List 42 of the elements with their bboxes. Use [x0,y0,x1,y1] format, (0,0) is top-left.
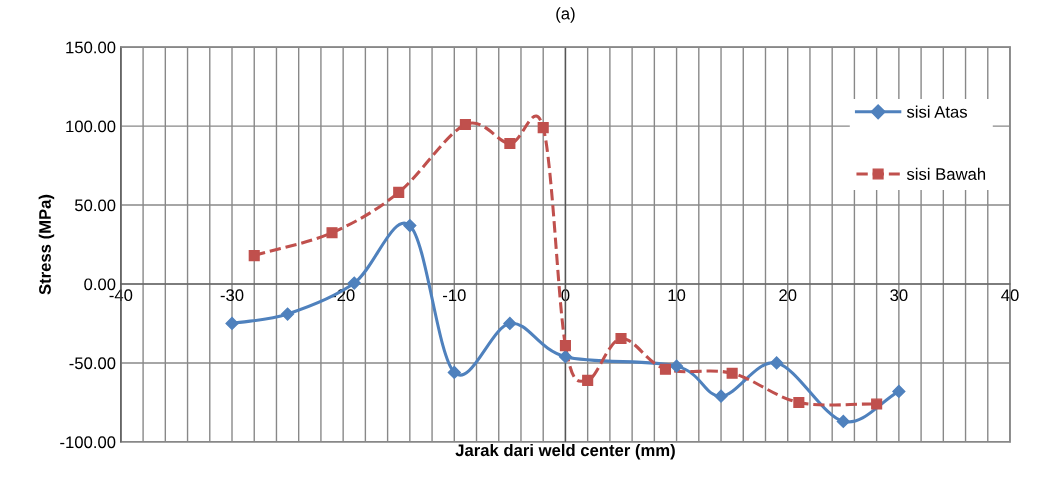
point [615,332,627,345]
point [558,350,573,364]
point [347,276,361,290]
point [559,340,571,352]
point [403,218,417,233]
y-tick-label: 0.00 [84,278,116,291]
legend-label: sisi Atas [906,105,967,118]
x-axis-title: Jarak dari weld center (mm) [455,443,675,460]
x-tick-label: 20 [779,289,797,302]
chart-title: (a) [556,7,575,23]
y-tick-label: 50.00 [74,199,116,212]
point [447,365,461,380]
x-tick-label: -10 [442,289,466,302]
y-tick-label: 100.00 [66,120,116,133]
point [326,227,338,239]
point [836,414,850,428]
point [225,316,239,331]
point [871,398,883,410]
point [459,118,471,131]
point [892,384,906,398]
point [793,396,805,409]
point [726,367,738,379]
x-tick-label: 40 [1001,289,1019,302]
x-tick-label: 10 [668,289,686,302]
x-tick-label: 30 [890,289,908,302]
point [504,137,516,150]
point [669,359,684,373]
y-tick-label: -100.00 [60,436,116,449]
y-tick-label: -50.00 [69,357,116,370]
point [714,389,728,403]
legend-label: sisi Bawah [906,167,986,180]
x-tick-label: -30 [220,289,244,302]
point [248,250,260,262]
point [503,316,517,331]
point [659,363,672,375]
y-tick-label: 150.00 [66,41,116,54]
point [582,374,594,386]
point [393,186,405,198]
point [770,356,784,370]
point [280,307,295,321]
point [537,122,549,134]
y-axis-title: Stress (MPa) [38,194,55,295]
